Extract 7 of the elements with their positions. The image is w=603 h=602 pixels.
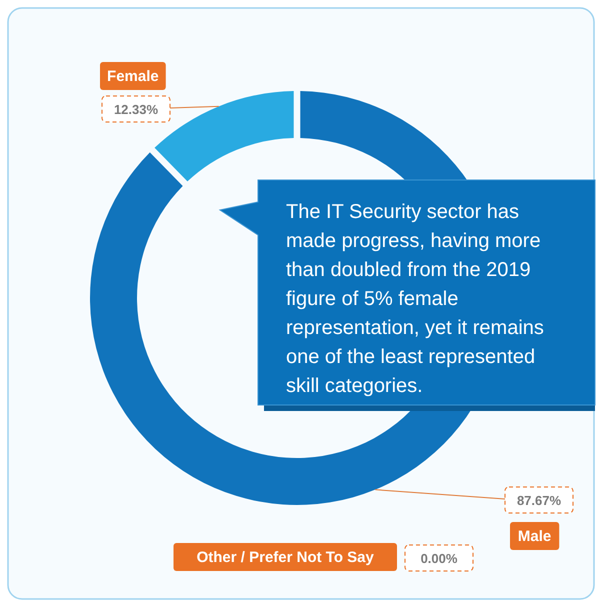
data-label: 12.33% [114, 102, 158, 117]
legend-label: Other / Prefer Not To Say [196, 549, 375, 566]
slice-label: Male [518, 528, 552, 545]
data-label: 87.67% [516, 493, 562, 508]
text: The IT Security sector has made progress, having more than doubled from the 2019 figure of 5% female representation, yet it remains one of the least represented skill categories. [286, 201, 544, 397]
slice-label: Female [107, 68, 159, 85]
text: 0.00% [420, 551, 458, 566]
